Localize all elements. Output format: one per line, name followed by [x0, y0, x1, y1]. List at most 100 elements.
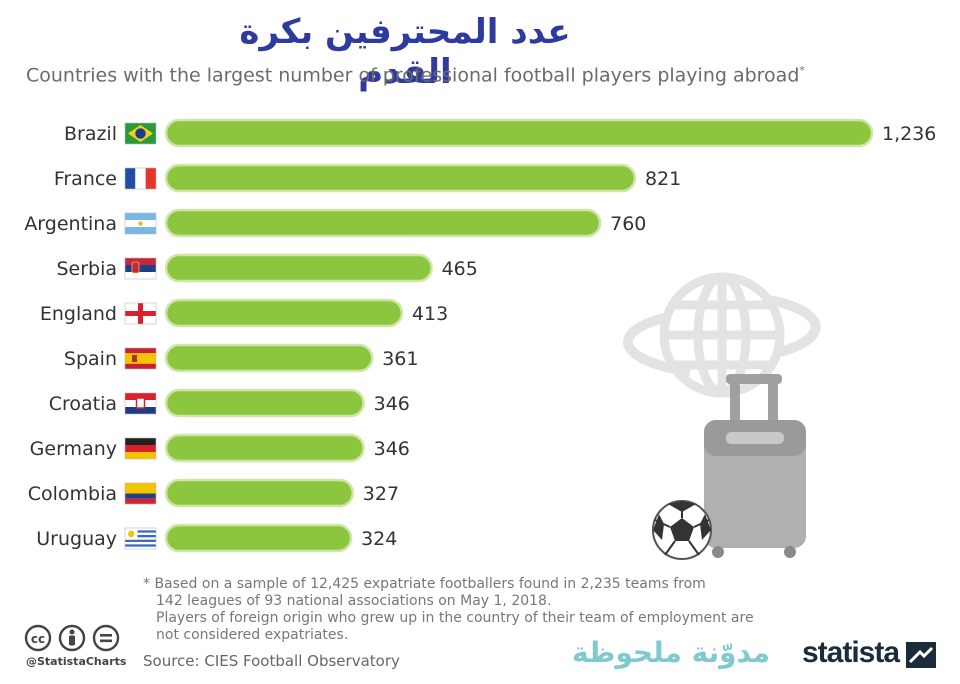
flag-border — [124, 482, 157, 505]
flag-part — [145, 168, 156, 189]
flag-border — [124, 392, 157, 415]
flag-part — [125, 544, 156, 547]
category-label: England — [40, 303, 117, 325]
football-icon — [652, 500, 712, 560]
flag-border — [124, 122, 157, 145]
flag-part — [125, 393, 156, 400]
chart-title: عدد المحترفين بكرة القدم — [239, 12, 571, 92]
flag-part — [131, 261, 140, 274]
flag-england-icon — [124, 302, 157, 325]
equal-icon — [92, 624, 120, 652]
data-label: 760 — [610, 213, 646, 235]
flag-part — [128, 530, 135, 538]
flag-part — [125, 272, 156, 279]
footnote-line-2: 142 leagues of 93 national associations … — [156, 593, 552, 609]
flag-border — [124, 167, 157, 190]
flag-spain-icon — [124, 347, 157, 370]
statista-logo-icon — [906, 642, 936, 668]
footnote: * Based on a sample of 12,425 expatriate… — [143, 576, 803, 644]
flag-part — [132, 355, 137, 362]
flag-brazil-icon — [124, 122, 157, 145]
flag-border — [124, 212, 157, 235]
flag-part — [125, 483, 156, 494]
data-label: 324 — [361, 528, 397, 550]
data-label: 361 — [382, 348, 418, 370]
flag-part — [125, 353, 156, 364]
category-label: Colombia — [28, 483, 117, 505]
footnote-line-3: Players of foreign origin who grew up in… — [156, 610, 754, 626]
flag-germany-icon — [124, 437, 157, 460]
flag-uruguay-icon — [124, 527, 157, 550]
flag-border — [124, 257, 157, 280]
chart-subtitle: Countries with the largest number of pro… — [26, 64, 805, 86]
flag-part — [125, 539, 156, 542]
data-label: 413 — [412, 303, 448, 325]
flag-part — [125, 452, 156, 459]
bar — [164, 478, 355, 508]
bar — [164, 118, 874, 148]
flag-part — [125, 438, 156, 445]
flag-part — [125, 265, 156, 272]
bar — [164, 298, 404, 328]
cc-icon: cc — [24, 624, 52, 652]
flag-croatia-icon — [124, 392, 157, 415]
flag-border — [124, 347, 157, 370]
flag-serbia-icon — [124, 257, 157, 280]
bar — [164, 433, 365, 463]
flag-part — [125, 493, 156, 499]
data-label: 346 — [374, 438, 410, 460]
flag-colombia-icon — [124, 482, 157, 505]
flag-part — [125, 407, 156, 414]
flag-border — [124, 302, 157, 325]
subtitle-footnote-mark: * — [799, 64, 805, 77]
chart-source: Source: CIES Football Observatory — [143, 652, 400, 670]
flag-part — [125, 535, 156, 538]
statista-handle: @StatistaCharts — [26, 655, 127, 668]
category-label: Argentina — [24, 213, 117, 235]
flag-part — [125, 227, 156, 234]
bar — [164, 523, 353, 553]
subtitle-text: Countries with the largest number of pro… — [26, 64, 800, 87]
flag-part — [125, 348, 156, 354]
flag-argentina-icon — [124, 212, 157, 235]
category-label: Brazil — [64, 123, 117, 145]
bar — [164, 388, 365, 418]
flag-part — [125, 445, 156, 452]
statista-brand: statista — [802, 636, 900, 669]
flag-part — [125, 530, 156, 533]
data-label: 821 — [645, 168, 681, 190]
flag-part — [135, 128, 146, 139]
flag-part — [135, 397, 146, 409]
data-label: 327 — [363, 483, 399, 505]
svg-text:cc: cc — [31, 632, 45, 646]
footnote-line-4: not considered expatriates. — [156, 627, 349, 643]
flag-part — [125, 168, 136, 189]
globe-icon — [623, 272, 821, 398]
flag-part — [125, 311, 156, 316]
category-label: France — [54, 168, 117, 190]
category-label: Croatia — [49, 393, 117, 415]
category-label: Serbia — [56, 258, 117, 280]
bar — [164, 253, 433, 283]
flag-part — [138, 221, 143, 226]
flag-border — [124, 437, 157, 460]
flag-part — [135, 168, 146, 189]
suitcase-icon — [704, 374, 806, 558]
flag-part — [125, 213, 156, 220]
person-icon — [58, 624, 86, 652]
bar — [164, 163, 637, 193]
data-label: 465 — [442, 258, 478, 280]
license-icons: cc — [24, 624, 120, 652]
data-label: 1,236 — [882, 123, 936, 145]
category-label: Spain — [64, 348, 117, 370]
category-label: Germany — [30, 438, 117, 460]
bar — [164, 208, 602, 238]
category-label: Uruguay — [36, 528, 117, 550]
flag-part — [125, 498, 156, 504]
footnote-line-1: * Based on a sample of 12,425 expatriate… — [143, 576, 706, 592]
watermark: مدوّنة ملحوظة — [572, 636, 771, 669]
flag-part — [125, 258, 156, 265]
bar — [164, 343, 374, 373]
